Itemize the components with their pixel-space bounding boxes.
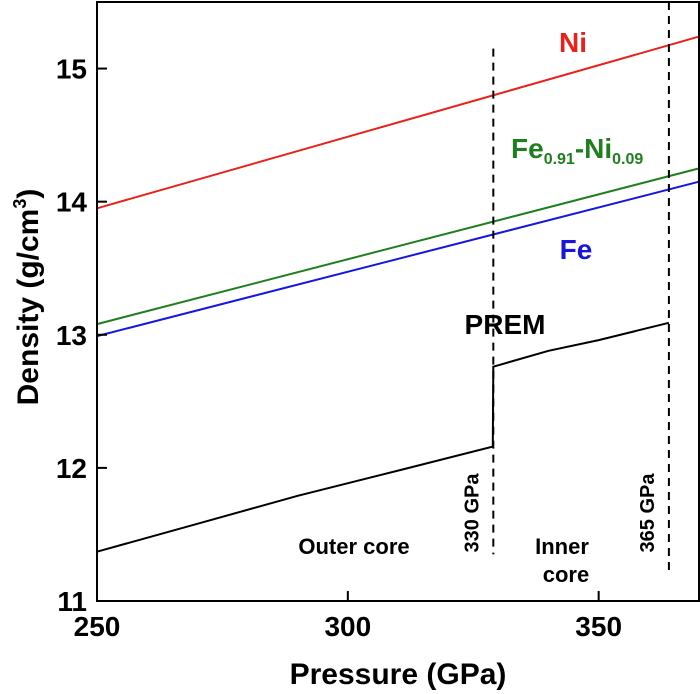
x-tick-label: 350 xyxy=(575,611,622,642)
y-tick-label: 15 xyxy=(56,54,87,85)
inner-core-label-line2: core xyxy=(543,562,589,587)
y-axis-ticks: 11 12 13 14 15 xyxy=(56,54,107,617)
series-line-prem xyxy=(96,321,670,553)
y-tick-label: 11 xyxy=(57,586,87,617)
fe-ni-label-sub1: 0.91 xyxy=(544,151,575,168)
boundary-label-1: 365 GPa xyxy=(637,473,659,553)
y-tick-label: 13 xyxy=(56,320,87,351)
series-line-feni xyxy=(96,167,700,326)
y-axis-title: Density (g/cm3) xyxy=(10,189,45,406)
series-layer xyxy=(96,35,700,553)
series-label-fe: Fe xyxy=(560,234,593,265)
x-tick-label: 250 xyxy=(74,611,121,642)
boundary-label-0: 330 GPa xyxy=(461,473,483,553)
plot-area: 330 GPa 365 GPa xyxy=(96,2,700,575)
y-axis-title-end: ) xyxy=(12,189,45,199)
x-tick-label: 300 xyxy=(324,611,371,642)
y-tick-label: 14 xyxy=(56,187,88,218)
y-axis-title-sup: 3 xyxy=(10,199,30,209)
outer-core-label: Outer core xyxy=(298,534,409,559)
series-label-ni: Ni xyxy=(559,27,587,58)
series-line-fe xyxy=(96,180,700,338)
fe-ni-label-ni: -Ni xyxy=(575,133,612,164)
y-axis-title-main: Density (g/cm xyxy=(12,209,45,406)
x-axis-ticks: 250 300 350 xyxy=(74,591,622,642)
fe-ni-label-fe: Fe xyxy=(511,133,544,164)
fe-ni-label-sub2: 0.09 xyxy=(612,151,643,168)
series-line-ni xyxy=(96,35,700,210)
y-tick-label: 12 xyxy=(56,453,87,484)
x-axis-title: Pressure (GPa) xyxy=(290,658,507,691)
series-label-fe-ni: Fe0.91-Ni0.09 xyxy=(511,133,643,168)
vline-layer: 330 GPa 365 GPa xyxy=(461,2,670,575)
plot-frame xyxy=(96,1,700,602)
inner-core-label-line1: Inner xyxy=(535,534,589,559)
series-label-prem: PREM xyxy=(465,309,546,340)
